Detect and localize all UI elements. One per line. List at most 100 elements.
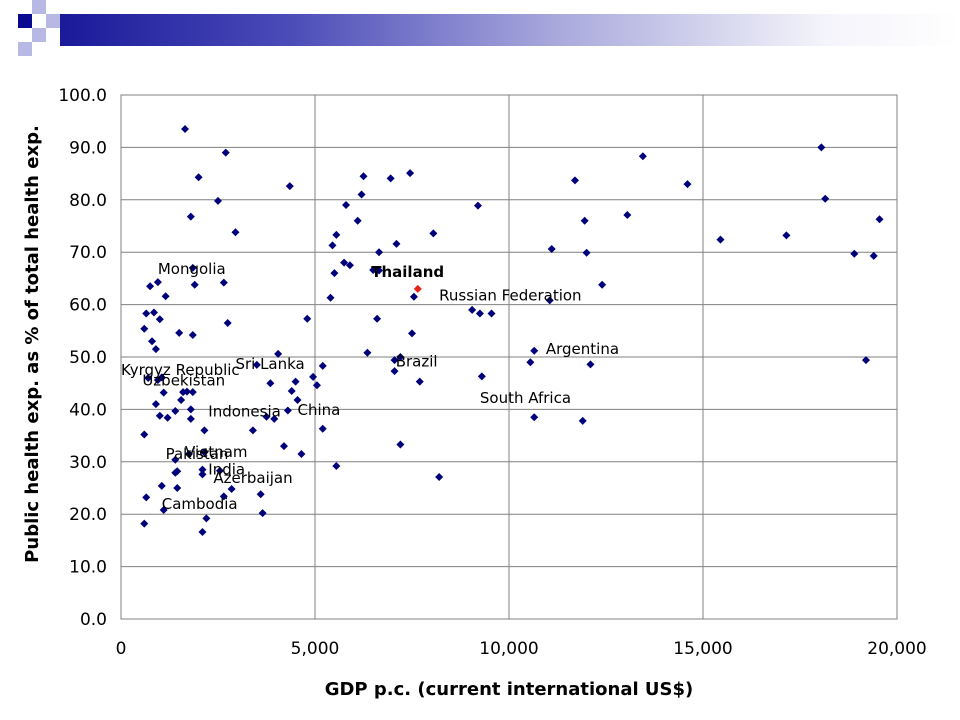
data-point [375,248,384,257]
data-point [194,173,203,182]
y-tick-label: 60.0 [69,296,107,316]
data-point [782,231,791,240]
data-point [390,356,399,365]
data-point [330,269,339,278]
data-point [283,406,292,415]
header-band [0,0,960,60]
point-label: Russian Federation [439,286,581,304]
point-label: Kyrgyz Republic [121,361,240,379]
highlighted-point [413,284,422,293]
data-point [177,395,186,404]
point-label: Thailand [371,263,444,281]
y-tick-label: 30.0 [69,453,107,473]
x-tick-label: 10,000 [479,639,538,659]
data-point [326,293,335,302]
data-point [159,506,168,515]
data-point [332,461,341,470]
data-point [342,201,351,210]
data-point [357,190,366,199]
data-point [369,266,378,275]
data-point [173,484,182,492]
data-point [386,174,395,183]
data-point [363,348,372,357]
data-point [293,395,302,404]
y-tick-label: 50.0 [69,348,107,368]
data-point [219,492,228,501]
data-point [200,448,209,457]
x-tick-label: 5,000 [291,639,340,659]
data-point [409,292,418,301]
data-point [869,251,878,260]
data-point [279,442,288,451]
data-point [373,314,382,323]
data-point [392,239,401,248]
point-label: Sri Lanka [235,355,304,373]
x-tick-label: 0 [116,639,127,659]
data-point [266,379,275,388]
data-point [148,337,157,346]
data-point [582,248,591,257]
data-point [328,241,337,250]
data-point [219,278,228,287]
header-square-light [32,28,46,42]
data-point [359,172,368,181]
x-axis-ticks: 0 5,000 10,000 15,000 20,000 [116,639,927,659]
data-point [223,318,232,327]
data-point [258,509,267,518]
data-point [171,455,180,464]
data-point [547,245,556,254]
data-point [318,424,327,433]
data-point [487,309,496,318]
x-tick-label: 20,000 [867,639,926,659]
y-tick-label: 90.0 [69,138,107,158]
data-point [175,328,184,337]
data-point [850,249,859,258]
data-point [429,229,438,238]
data-point [188,330,197,339]
data-point [252,360,261,369]
data-point [623,210,632,219]
point-label: India [208,460,245,478]
data-point [473,201,482,210]
data-point [171,406,180,415]
data-point [291,377,300,386]
data-point [475,309,484,318]
data-point [198,528,207,537]
x-axis-title: GDP p.c. (current international US$) [325,679,694,700]
y-tick-label: 70.0 [69,243,107,263]
point-label: Indonesia [208,403,281,421]
point-label: Cambodia [162,495,238,513]
data-point [270,414,279,423]
data-point [144,373,153,382]
data-point [142,493,151,502]
y-tick-label: 40.0 [69,400,107,420]
data-point [312,381,321,390]
data-point [309,372,318,381]
point-label: South Africa [480,389,571,407]
header-square-light [46,14,60,28]
data-point [285,182,294,191]
data-point [297,449,306,458]
y-axis-title: Public health exp. as % of total health … [22,125,43,563]
data-point [256,490,265,499]
data-point [353,216,362,225]
data-point [408,329,416,338]
data-point [570,176,579,185]
data-point [146,282,155,291]
data-point [184,449,193,458]
data-point [287,387,296,396]
data-point [163,413,172,422]
data-point [149,308,158,317]
data-point [153,278,162,287]
point-label: China [298,401,341,419]
data-point [530,346,539,355]
data-point [274,349,283,358]
data-point [188,263,197,272]
data-point [182,387,191,396]
data-points [140,125,884,537]
point-label: Vietnam [185,443,248,461]
data-point [396,353,405,361]
data-point [477,372,486,381]
data-point [545,296,554,305]
